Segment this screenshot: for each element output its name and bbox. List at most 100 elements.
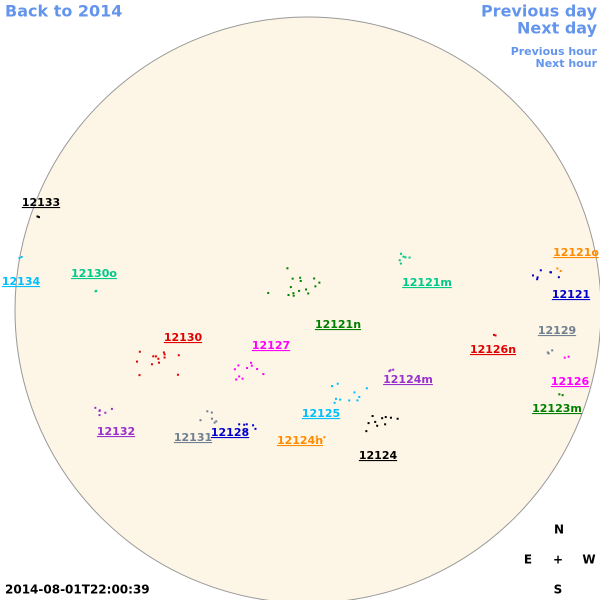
sunspot xyxy=(392,368,395,371)
sunspot xyxy=(559,269,562,272)
sunspot xyxy=(320,439,323,442)
sunspot xyxy=(244,430,247,433)
sunspot xyxy=(199,419,202,422)
sunspot xyxy=(98,409,101,412)
sunspot xyxy=(250,361,253,364)
sunspot xyxy=(210,417,213,420)
region-label: 12128 xyxy=(211,426,249,439)
sunspot xyxy=(243,423,246,426)
sunspot xyxy=(150,363,153,366)
sunspot xyxy=(547,352,550,355)
sunspot xyxy=(267,291,270,294)
sunspot xyxy=(374,420,377,423)
sunspot xyxy=(177,354,180,357)
sunspot xyxy=(206,410,209,413)
sunspot xyxy=(176,373,179,376)
sunspot xyxy=(246,367,249,370)
sunspot xyxy=(556,267,559,270)
sunspot xyxy=(546,351,549,354)
sunspot xyxy=(404,256,407,259)
sunspot xyxy=(323,436,326,439)
sunspot xyxy=(286,267,289,270)
sunspot xyxy=(314,285,317,288)
sunspot xyxy=(37,216,40,219)
sunspot xyxy=(256,368,259,371)
sunspot xyxy=(367,422,370,425)
sunspot xyxy=(157,357,160,360)
sunspot xyxy=(384,416,387,419)
region-label: 12121 xyxy=(552,288,590,301)
compass-w: W xyxy=(582,553,595,567)
next-hour-link[interactable]: Next hour xyxy=(536,57,598,70)
sunspot xyxy=(299,279,302,282)
sunspot xyxy=(365,387,368,390)
region-label: 12131 xyxy=(174,431,212,444)
sunspot xyxy=(551,349,554,352)
sunspot xyxy=(245,423,248,426)
region-label: 12129 xyxy=(538,324,576,337)
sunspot xyxy=(398,259,401,262)
sunspot xyxy=(558,393,561,396)
sunspot xyxy=(210,411,213,414)
previous-hour-link[interactable]: Previous hour xyxy=(511,45,598,58)
sunspot xyxy=(493,333,496,336)
sunspot xyxy=(110,407,113,410)
sunspot xyxy=(307,292,310,295)
sunspot xyxy=(330,385,333,388)
region-label: 12121m xyxy=(402,276,452,289)
back-link[interactable]: Back to 2014 xyxy=(5,2,122,21)
sunspot xyxy=(215,420,218,423)
sunspot xyxy=(94,290,97,293)
sunspot xyxy=(376,424,379,427)
sunspot xyxy=(233,368,236,371)
sunspot xyxy=(138,374,141,377)
sunspot xyxy=(389,369,392,372)
sunspot xyxy=(305,288,308,291)
sunspot xyxy=(557,276,560,279)
region-label: 12130 xyxy=(164,331,203,344)
sunspot xyxy=(315,435,318,438)
next-day-link[interactable]: Next day xyxy=(517,19,598,38)
sunspot xyxy=(388,370,391,373)
sunspot xyxy=(365,430,368,433)
sunspot xyxy=(213,421,216,424)
region-label: 12134 xyxy=(2,275,41,288)
sunspot xyxy=(536,276,539,279)
sunspot xyxy=(292,294,295,297)
sunspot xyxy=(299,276,302,279)
previous-day-link[interactable]: Previous day xyxy=(481,2,598,21)
sunspot xyxy=(494,334,497,337)
sunspot xyxy=(158,361,161,364)
sunspot xyxy=(399,262,402,265)
compass-center: + xyxy=(553,553,563,567)
sunspot xyxy=(335,397,338,400)
sunspot xyxy=(238,423,241,426)
sunspot xyxy=(235,378,238,381)
sunspot xyxy=(333,401,336,404)
sunspot xyxy=(163,356,166,359)
sunspot xyxy=(318,281,321,284)
sunspot xyxy=(402,255,405,258)
region-label: 12121n xyxy=(315,318,361,331)
sunspot xyxy=(136,360,139,363)
solar-disk xyxy=(14,16,600,600)
sunspot xyxy=(384,423,387,426)
region-label: 12123m xyxy=(532,402,582,415)
sunspot xyxy=(163,353,166,356)
region-label: 12121o xyxy=(553,246,599,259)
sunspot xyxy=(531,274,534,277)
compass-n: N xyxy=(554,523,564,537)
sunspot xyxy=(252,424,255,427)
region-label: 12125 xyxy=(302,407,340,420)
compass-s: S xyxy=(554,583,563,597)
region-label: 12130o xyxy=(71,267,117,280)
sunspot xyxy=(348,399,351,402)
region-label: 12124 xyxy=(359,449,398,462)
sunspot xyxy=(250,364,253,367)
sunspot xyxy=(98,414,101,417)
region-label: 12127 xyxy=(252,339,290,352)
compass-e: E xyxy=(524,553,532,567)
sunspot xyxy=(20,256,23,259)
sunspot xyxy=(291,277,294,280)
